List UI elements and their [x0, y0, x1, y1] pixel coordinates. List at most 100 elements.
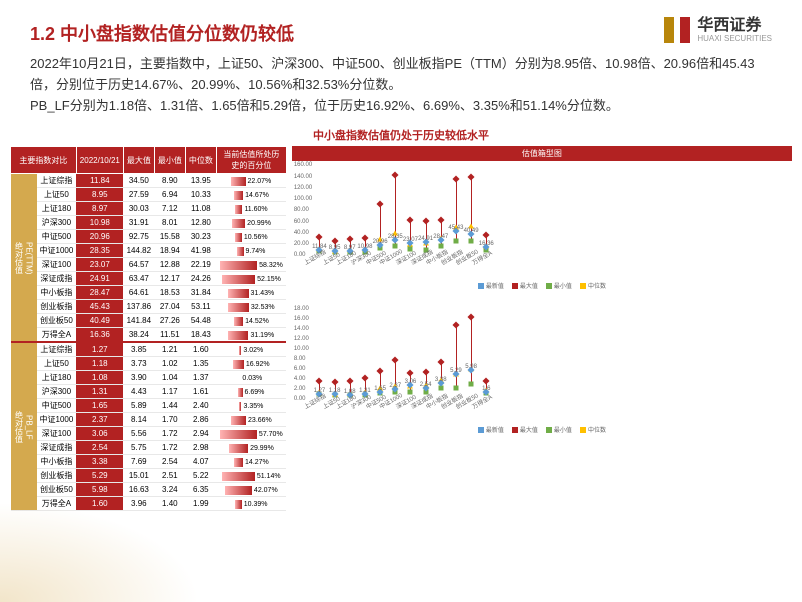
min-value: 1.02 — [154, 357, 185, 371]
current-value: 1.60 — [76, 497, 123, 511]
percentile-cell: 31.19% — [216, 328, 286, 343]
percentile-cell: 10.56% — [216, 230, 286, 244]
percentile-cell: 11.60% — [216, 202, 286, 216]
median-value: 1.37 — [185, 371, 216, 385]
percentile-cell: 58.32% — [216, 258, 286, 272]
median-value: 11.08 — [185, 202, 216, 216]
max-value: 144.82 — [123, 244, 154, 258]
max-value: 5.89 — [123, 399, 154, 413]
percentile-cell: 9.74% — [216, 244, 286, 258]
median-value: 1.99 — [185, 497, 216, 511]
legend-item: 最小值 — [546, 281, 572, 290]
current-value: 1.31 — [76, 385, 123, 399]
index-name: 上证50 — [37, 357, 77, 371]
index-name: 万得全A — [37, 328, 77, 343]
index-name: 深证100 — [37, 427, 77, 441]
desc-p2: PB_LF分别为1.18倍、1.31倍、1.65倍和5.29倍，位于历史16.9… — [30, 96, 772, 117]
min-value: 2.54 — [154, 455, 185, 469]
percentile-cell: 42.07% — [216, 483, 286, 497]
index-name: 沪深300 — [37, 216, 77, 230]
index-name: 中证1000 — [37, 244, 77, 258]
table-row: 上证501.183.731.021.3516.92% — [11, 357, 287, 371]
max-value: 27.59 — [123, 188, 154, 202]
max-value: 3.85 — [123, 342, 154, 357]
index-name: 中证500 — [37, 230, 77, 244]
percentile-cell: 14.27% — [216, 455, 286, 469]
index-name: 创业板50 — [37, 483, 77, 497]
min-value: 18.94 — [154, 244, 185, 258]
min-value: 2.51 — [154, 469, 185, 483]
chart-legend: 最新值最大值最小值中位数 — [292, 281, 792, 290]
median-value: 2.94 — [185, 427, 216, 441]
current-value: 23.07 — [76, 258, 123, 272]
percentile-cell: 32.53% — [216, 300, 286, 314]
max-value: 137.86 — [123, 300, 154, 314]
current-value: 2.54 — [76, 441, 123, 455]
max-value: 5.75 — [123, 441, 154, 455]
max-value: 64.57 — [123, 258, 154, 272]
min-value: 1.04 — [154, 371, 185, 385]
percentile-cell: 51.14% — [216, 469, 286, 483]
percentile-cell: 23.66% — [216, 413, 286, 427]
table-row: 中证100028.35144.8218.9441.989.74% — [11, 244, 287, 258]
index-name: 上证180 — [37, 371, 77, 385]
legend-item: 最新值 — [478, 281, 504, 290]
index-name: 创业板指 — [37, 469, 77, 483]
median-value: 24.26 — [185, 272, 216, 286]
min-value: 1.70 — [154, 413, 185, 427]
table-row: 上证1808.9730.037.1211.0811.60% — [11, 202, 287, 216]
table-row: 中小板指28.4764.6118.5331.8431.43% — [11, 286, 287, 300]
min-value: 27.04 — [154, 300, 185, 314]
table-row: 深证成指2.545.751.722.9829.99% — [11, 441, 287, 455]
max-value: 64.61 — [123, 286, 154, 300]
logo: 华西证券 HUAXI SECURITIES — [662, 15, 772, 45]
index-name: 上证综指 — [37, 174, 77, 188]
table-row: 沪深3001.314.431.171.616.69% — [11, 385, 287, 399]
percentile-cell: 10.39% — [216, 497, 286, 511]
index-name: 创业板指 — [37, 300, 77, 314]
category-cell: 绝对估值PB_LF — [11, 342, 37, 511]
legend-item: 最大值 — [512, 281, 538, 290]
table-row: 万得全A16.3638.2411.5118.4331.19% — [11, 328, 287, 343]
percentile-cell: 57.70% — [216, 427, 286, 441]
percentile-cell: 14.67% — [216, 188, 286, 202]
current-value: 5.29 — [76, 469, 123, 483]
min-value: 1.72 — [154, 427, 185, 441]
max-value: 3.96 — [123, 497, 154, 511]
current-value: 40.49 — [76, 314, 123, 328]
index-name: 上证综指 — [37, 342, 77, 357]
current-value: 1.65 — [76, 399, 123, 413]
min-value: 8.01 — [154, 216, 185, 230]
current-value: 3.06 — [76, 427, 123, 441]
pe-chart: 估值箱型图 0.0020.0040.0060.0080.00100.00120.… — [292, 146, 792, 301]
pb-plot: 0.002.004.006.008.0010.0012.0014.0016.00… — [294, 310, 494, 420]
percentile-cell: 22.07% — [216, 174, 286, 188]
min-value: 1.72 — [154, 441, 185, 455]
min-value: 12.17 — [154, 272, 185, 286]
table-row: 沪深30010.9831.918.0112.8020.99% — [11, 216, 287, 230]
index-name: 万得全A — [37, 497, 77, 511]
index-name: 上证180 — [37, 202, 77, 216]
percentile-cell: 0.03% — [216, 371, 286, 385]
table-row: 绝对估值PB_LF上证综指1.273.851.211.603.02% — [11, 342, 287, 357]
table-header: 中位数 — [185, 147, 216, 174]
chart-header: 估值箱型图 — [292, 146, 792, 161]
current-value: 1.08 — [76, 371, 123, 385]
min-value: 12.88 — [154, 258, 185, 272]
table-header: 当前估值所处历史的百分位 — [216, 147, 286, 174]
logo-icon — [662, 15, 692, 45]
max-value: 3.90 — [123, 371, 154, 385]
table-row: 创业板指45.43137.8627.0453.1132.53% — [11, 300, 287, 314]
median-value: 41.98 — [185, 244, 216, 258]
section-title: 1.2 中小盘指数估值分位数仍较低 — [30, 20, 294, 46]
min-value: 1.44 — [154, 399, 185, 413]
median-value: 2.98 — [185, 441, 216, 455]
median-value: 5.22 — [185, 469, 216, 483]
percentile-cell: 6.69% — [216, 385, 286, 399]
min-value: 6.94 — [154, 188, 185, 202]
current-value: 1.27 — [76, 342, 123, 357]
percentile-cell: 3.35% — [216, 399, 286, 413]
legend-item: 最新值 — [478, 425, 504, 434]
category-cell: 绝对估值PE(TTM) — [11, 174, 37, 343]
max-value: 141.84 — [123, 314, 154, 328]
